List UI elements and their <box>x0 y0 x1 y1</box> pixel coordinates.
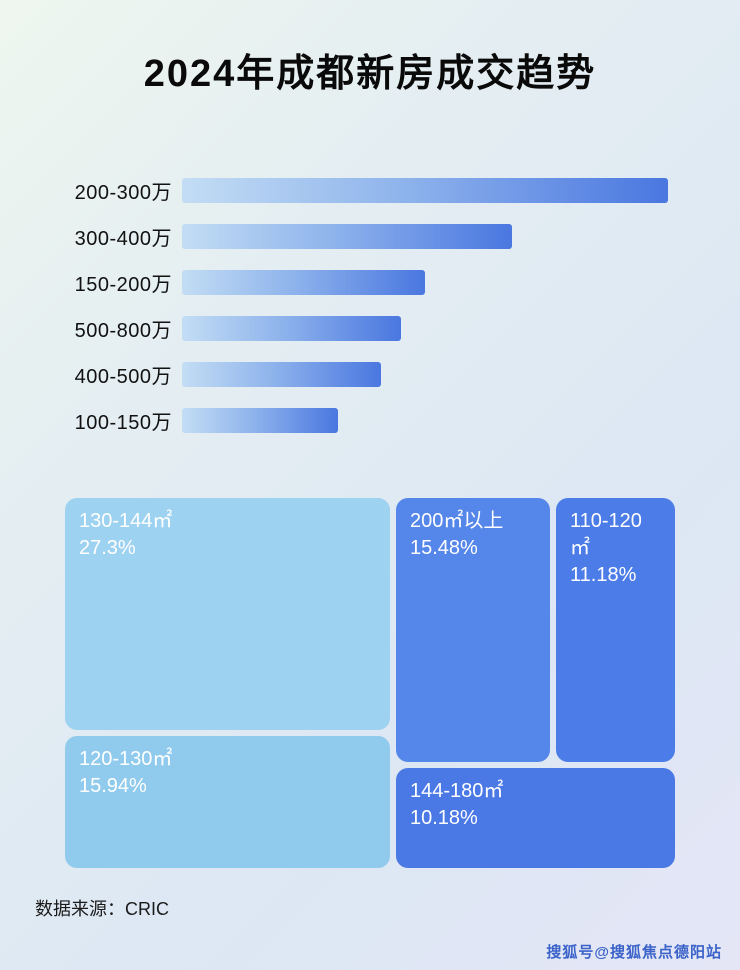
bar-row: 100-150万 <box>40 408 700 434</box>
tile-value: 15.48% <box>410 537 478 559</box>
bar-track <box>182 224 668 249</box>
bar-track <box>182 178 668 203</box>
treemap-tile-120-130: 120-130㎡ 15.94% <box>65 736 390 868</box>
bar-label: 500-800万 <box>74 320 172 342</box>
treemap-tile-200-plus: 200㎡以上 15.48% <box>396 498 550 762</box>
bar-track <box>182 270 668 295</box>
bar-label: 100-150万 <box>74 412 172 434</box>
bar-label: 300-400万 <box>74 228 172 250</box>
tile-label: 130-144㎡ <box>79 510 173 532</box>
tile-value: 11.18% <box>570 564 637 586</box>
area-size-treemap: 130-144㎡ 27.3% 200㎡以上 15.48% 110-120㎡ 11… <box>65 498 675 868</box>
bar-row: 400-500万 <box>40 362 700 388</box>
bar-fill <box>182 362 382 387</box>
bar-fill <box>182 224 513 249</box>
bar-track <box>182 316 668 341</box>
tile-label: 144-180㎡ <box>410 780 504 802</box>
bar-row: 500-800万 <box>40 316 700 342</box>
tile-label: 120-130㎡ <box>79 748 173 770</box>
tile-label: 110-120㎡ <box>570 510 642 559</box>
page-title: 2024年成都新房成交趋势 <box>143 53 597 95</box>
tile-value: 15.94% <box>79 775 147 797</box>
tile-value: 27.3% <box>79 537 136 559</box>
bar-track <box>182 408 668 433</box>
bar-fill <box>182 408 338 433</box>
bar-fill <box>182 270 425 295</box>
tile-label: 200㎡以上 <box>410 510 504 532</box>
treemap-tile-144-180: 144-180㎡ 10.18% <box>396 768 675 868</box>
tile-value: 10.18% <box>410 807 478 829</box>
bar-label: 200-300万 <box>74 182 172 204</box>
bar-fill <box>182 178 668 203</box>
bar-row: 200-300万 <box>40 178 700 204</box>
bar-row: 300-400万 <box>40 224 700 250</box>
bar-track <box>182 362 668 387</box>
bar-fill <box>182 316 401 341</box>
watermark-text: 搜狐号@搜狐焦点德阳站 <box>546 944 722 961</box>
treemap-tile-110-120: 110-120㎡ 11.18% <box>556 498 675 762</box>
bar-row: 150-200万 <box>40 270 700 296</box>
price-range-bar-chart: 200-300万 300-400万 150-200万 500-800万 400-… <box>40 178 700 454</box>
bar-label: 400-500万 <box>74 366 172 388</box>
treemap-tile-130-144: 130-144㎡ 27.3% <box>65 498 390 730</box>
data-source-note: 数据来源：CRIC <box>35 899 169 919</box>
bar-label: 150-200万 <box>74 274 172 296</box>
